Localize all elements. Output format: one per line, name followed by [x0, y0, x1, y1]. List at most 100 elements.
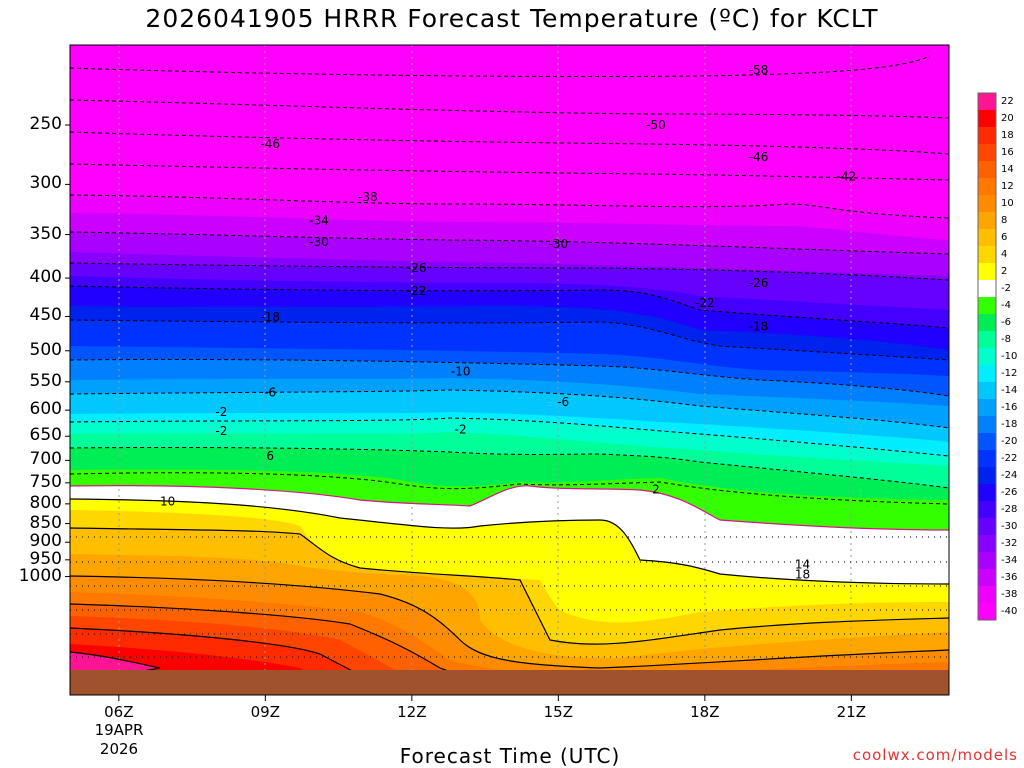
contour-label: -42 — [837, 170, 857, 184]
colorbar-label: 14 — [1001, 163, 1014, 175]
colorbar-label: -6 — [1001, 316, 1011, 328]
y-tick-label: 350 — [29, 223, 62, 244]
contour-label: -2 — [455, 423, 467, 437]
x-tick-label: 15Z — [543, 703, 574, 721]
contour-label: -30 — [549, 237, 569, 251]
colorbar-label: -38 — [1001, 588, 1018, 600]
colorbar-label: 8 — [1001, 214, 1008, 226]
contour-labels: -58-50-46-46-42-38-34-30 -30-26-26-22-22-… — [160, 63, 857, 582]
colorbar-swatch — [978, 178, 996, 195]
colorbar-label: 2 — [1001, 265, 1008, 277]
colorbar-swatch — [978, 365, 996, 382]
colorbar-label: -12 — [1001, 367, 1018, 379]
contour-label: 18 — [795, 567, 810, 581]
colorbar-swatch — [978, 246, 996, 263]
x-tick-label: 21Z — [836, 703, 867, 721]
contour-label: -26 — [407, 261, 427, 275]
colorbar-swatch — [978, 586, 996, 603]
colorbar-swatch — [978, 297, 996, 314]
contour-label: -50 — [646, 118, 666, 132]
colorbar-swatch — [978, 416, 996, 433]
date-label-year: 2026 — [99, 740, 139, 758]
freezing-line — [70, 485, 949, 531]
contour-label: -46 — [260, 137, 280, 151]
contour-label: -18 — [749, 319, 769, 333]
contour-label: -26 — [749, 276, 769, 290]
y-tick-label: 950 — [29, 548, 62, 569]
colorbar-swatch — [978, 552, 996, 569]
colorbar-swatch — [978, 433, 996, 450]
contour-label: -2 — [215, 424, 227, 438]
colorbar-swatch — [978, 195, 996, 212]
colorbar-swatch — [978, 501, 996, 518]
colorbar-swatch — [978, 348, 996, 365]
y-tick-label: 700 — [29, 449, 62, 470]
colorbar-label: 6 — [1001, 231, 1008, 243]
colorbar-label: -32 — [1001, 537, 1018, 549]
colorbar-swatch — [978, 229, 996, 246]
colorbar-swatch — [978, 535, 996, 552]
credit-link[interactable]: coolwx.com/models — [852, 746, 1018, 764]
y-tick-label: 1000 — [18, 565, 62, 586]
colorbar-label: -22 — [1001, 452, 1018, 464]
contour-label: -2 — [215, 405, 227, 419]
contour-label: -46 — [749, 150, 769, 164]
contour-label: -18 — [260, 310, 280, 324]
colorbar-label: -24 — [1001, 469, 1018, 481]
colorbar-swatch — [978, 127, 996, 144]
grid — [118, 45, 852, 695]
y-tick-label: 850 — [29, 512, 62, 533]
colorbar-swatch — [978, 263, 996, 280]
x-ticks — [118, 695, 852, 701]
colorbar-swatch — [978, 110, 996, 127]
x-axis-title: Forecast Time (UTC) — [399, 744, 621, 768]
contour-label: -22 — [407, 284, 427, 298]
colorbar-swatch — [978, 569, 996, 586]
colorbar-label: 12 — [1001, 180, 1014, 192]
colorbar-swatch — [978, 518, 996, 535]
colorbar-swatch — [978, 280, 996, 297]
colorbar-label: -18 — [1001, 418, 1018, 430]
colorbar-swatch — [978, 382, 996, 399]
colorbar-label: -14 — [1001, 384, 1018, 396]
colorbar-label: 18 — [1001, 129, 1014, 141]
contour-label: -38 — [358, 190, 378, 204]
colorbar-label: -8 — [1001, 333, 1011, 345]
y-tick-label: 750 — [29, 471, 62, 492]
colorbar-swatch — [978, 331, 996, 348]
plot-frame — [69, 44, 950, 696]
colorbar-swatch — [978, 144, 996, 161]
colorbar-swatch — [978, 467, 996, 484]
colorbar-label: 4 — [1001, 248, 1008, 260]
contour-label: -6 — [264, 385, 276, 399]
cold-isotherms — [70, 55, 949, 505]
colorbar — [977, 92, 997, 621]
colorbar-swatch — [978, 450, 996, 467]
y-tick-label: 300 — [29, 173, 62, 194]
colorbar-label: 16 — [1001, 146, 1014, 158]
colorbar-label: 10 — [1001, 197, 1014, 209]
contour-label: 6 — [266, 449, 274, 463]
ground — [70, 670, 949, 695]
date-label-day: 19APR — [94, 721, 144, 739]
y-tick-label: 600 — [29, 399, 62, 420]
colorbar-label: -36 — [1001, 571, 1018, 583]
colorbar-swatch — [978, 399, 996, 416]
colorbar-label: -26 — [1001, 486, 1018, 498]
colorbar-label: -16 — [1001, 401, 1018, 413]
colorbar-label: -20 — [1001, 435, 1018, 447]
contour-label: 14 — [795, 557, 810, 571]
colorbar-swatch — [978, 314, 996, 331]
colorbar-swatch — [978, 484, 996, 501]
x-tick-label: 09Z — [250, 703, 281, 721]
y-tick-label: 450 — [29, 305, 62, 326]
y-tick-label: 400 — [29, 267, 62, 288]
y-tick-label: 900 — [29, 531, 62, 552]
y-tick-label: 250 — [29, 114, 62, 134]
colorbar-label: -10 — [1001, 350, 1018, 362]
x-tick-label: 18Z — [690, 703, 720, 721]
contour-label: -34 — [309, 213, 329, 227]
y-tick-label: 500 — [29, 339, 62, 360]
colorbar-label: -4 — [1001, 299, 1011, 311]
contour-label: 2 — [652, 482, 660, 496]
